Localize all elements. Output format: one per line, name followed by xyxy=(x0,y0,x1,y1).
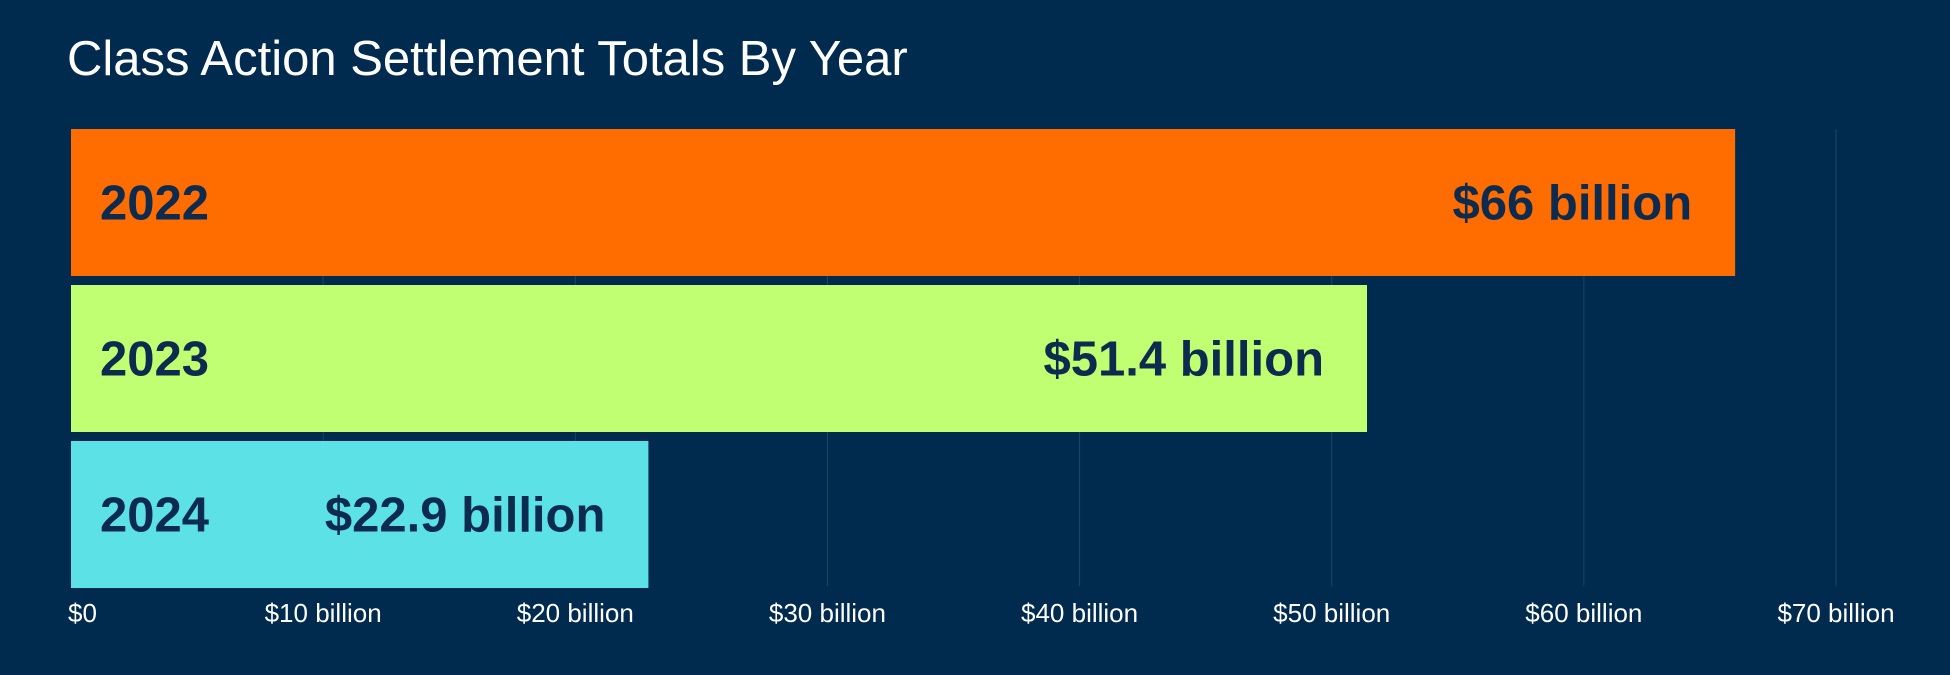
bar-2024 xyxy=(71,441,649,588)
x-tick-label: $0 xyxy=(68,598,97,628)
bar-2022 xyxy=(71,129,1736,276)
bar-value-label: $51.4 billion xyxy=(1044,333,1324,387)
bar-category-label: 2022 xyxy=(100,177,209,231)
x-tick-label: $60 billion xyxy=(1525,598,1642,628)
bars xyxy=(71,129,1736,588)
x-tick-label: $30 billion xyxy=(769,598,886,628)
bar-category-label: 2023 xyxy=(100,333,209,387)
bar-value-label: $22.9 billion xyxy=(325,489,605,543)
x-tick-label: $70 billion xyxy=(1777,598,1894,628)
chart-title: Class Action Settlement Totals By Year xyxy=(67,32,908,86)
bar-2023 xyxy=(71,285,1368,432)
bar-labels: 2022 $66 billion 2023 $51.4 billion 2024 $22.… xyxy=(100,177,1692,543)
bar-value-label: $66 billion xyxy=(1453,177,1693,231)
x-tick-label: $20 billion xyxy=(517,598,634,628)
bar-category-label: 2024 xyxy=(100,489,209,543)
x-axis-ticks: $0 $10 billion $20 billion $30 billion $40 b… xyxy=(68,598,1895,628)
x-tick-label: $50 billion xyxy=(1273,598,1390,628)
x-tick-label: $40 billion xyxy=(1021,598,1138,628)
x-tick-label: $10 billion xyxy=(265,598,382,628)
